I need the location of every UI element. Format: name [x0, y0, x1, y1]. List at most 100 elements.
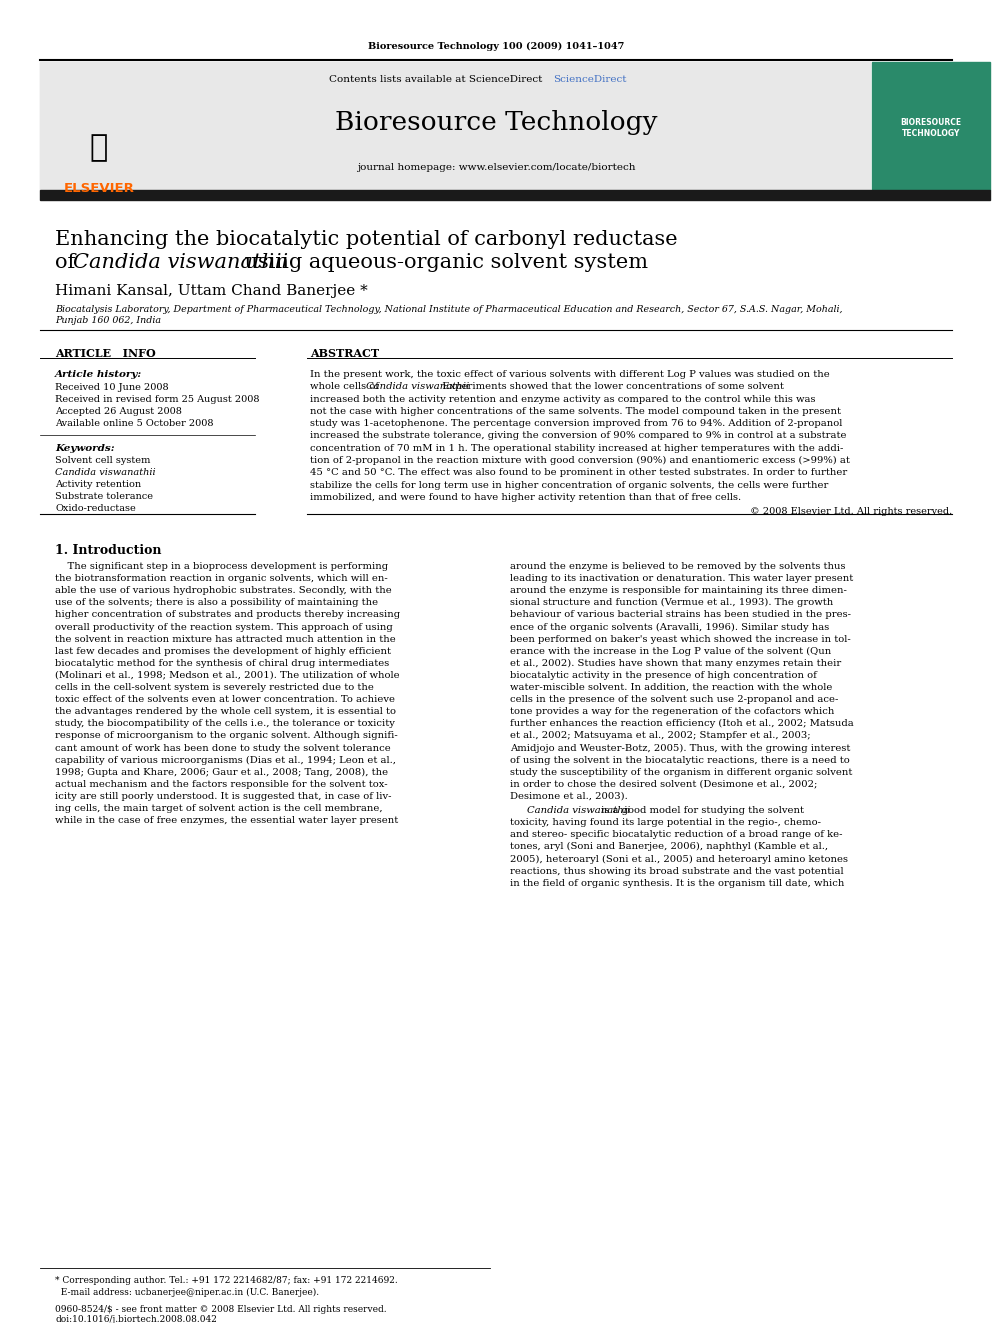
Text: higher concentration of substrates and products thereby increasing: higher concentration of substrates and p…	[55, 610, 400, 619]
Text: Activity retention: Activity retention	[55, 480, 141, 490]
Text: study, the biocompatibility of the cells i.e., the tolerance or toxicity: study, the biocompatibility of the cells…	[55, 720, 395, 728]
Text: Bioresource Technology: Bioresource Technology	[334, 110, 658, 135]
Text: 🌳: 🌳	[90, 134, 108, 163]
Text: concentration of 70 mM in 1 h. The operational stability increased at higher tem: concentration of 70 mM in 1 h. The opera…	[310, 443, 843, 452]
Text: ence of the organic solvents (Aravalli, 1996). Similar study has: ence of the organic solvents (Aravalli, …	[510, 623, 829, 631]
Text: overall productivity of the reaction system. This approach of using: overall productivity of the reaction sys…	[55, 623, 393, 631]
Text: © 2008 Elsevier Ltd. All rights reserved.: © 2008 Elsevier Ltd. All rights reserved…	[750, 507, 952, 516]
Text: biocatalytic activity in the presence of high concentration of: biocatalytic activity in the presence of…	[510, 671, 816, 680]
Bar	[40, 62, 870, 191]
Text: the advantages rendered by the whole cell system, it is essential to: the advantages rendered by the whole cel…	[55, 708, 396, 716]
Text: et al., 2002; Matsuyama et al., 2002; Stampfer et al., 2003;: et al., 2002; Matsuyama et al., 2002; St…	[510, 732, 810, 741]
Text: while in the case of free enzymes, the essential water layer present: while in the case of free enzymes, the e…	[55, 816, 398, 826]
Text: tones, aryl (Soni and Banerjee, 2006), naphthyl (Kamble et al.,: tones, aryl (Soni and Banerjee, 2006), n…	[510, 843, 828, 852]
Text: biocatalytic method for the synthesis of chiral drug intermediates: biocatalytic method for the synthesis of…	[55, 659, 389, 668]
Text: erance with the increase in the Log P value of the solvent (Qun: erance with the increase in the Log P va…	[510, 647, 831, 656]
Text: the solvent in reaction mixture has attracted much attention in the: the solvent in reaction mixture has attr…	[55, 635, 396, 643]
Text: water-miscible solvent. In addition, the reaction with the whole: water-miscible solvent. In addition, the…	[510, 683, 832, 692]
Text: E-mail address: ucbanerjee@niper.ac.in (U.C. Banerjee).: E-mail address: ucbanerjee@niper.ac.in (…	[55, 1289, 319, 1297]
Text: ScienceDirect: ScienceDirect	[553, 75, 627, 83]
Text: around the enzyme is responsible for maintaining its three dimen-: around the enzyme is responsible for mai…	[510, 586, 847, 595]
Text: stabilize the cells for long term use in higher concentration of organic solvent: stabilize the cells for long term use in…	[310, 480, 828, 490]
Text: study the susceptibility of the organism in different organic solvent: study the susceptibility of the organism…	[510, 767, 852, 777]
Text: last few decades and promises the development of highly efficient: last few decades and promises the develo…	[55, 647, 391, 656]
Text: journal homepage: www.elsevier.com/locate/biortech: journal homepage: www.elsevier.com/locat…	[357, 163, 635, 172]
Text: Candida viswanathii: Candida viswanathii	[73, 253, 288, 273]
Text: 1998; Gupta and Khare, 2006; Gaur et al., 2008; Tang, 2008), the: 1998; Gupta and Khare, 2006; Gaur et al.…	[55, 767, 388, 777]
Text: of: of	[55, 253, 82, 273]
Text: In the present work, the toxic effect of various solvents with different Log P v: In the present work, the toxic effect of…	[310, 370, 829, 378]
Text: tone provides a way for the regeneration of the cofactors which: tone provides a way for the regeneration…	[510, 708, 834, 716]
Text: tion of 2-propanol in the reaction mixture with good conversion (90%) and enanti: tion of 2-propanol in the reaction mixtu…	[310, 456, 850, 466]
Text: The significant step in a bioprocess development is performing: The significant step in a bioprocess dev…	[55, 562, 388, 572]
Text: Candida viswanathii: Candida viswanathii	[527, 806, 630, 815]
Text: sional structure and function (Vermue et al., 1993). The growth: sional structure and function (Vermue et…	[510, 598, 833, 607]
Text: able the use of various hydrophobic substrates. Secondly, with the: able the use of various hydrophobic subs…	[55, 586, 392, 595]
Text: cant amount of work has been done to study the solvent tolerance: cant amount of work has been done to stu…	[55, 744, 391, 753]
Text: 45 °C and 50 °C. The effect was also found to be prominent in other tested subst: 45 °C and 50 °C. The effect was also fou…	[310, 468, 847, 478]
Text: Accepted 26 August 2008: Accepted 26 August 2008	[55, 407, 182, 415]
Text: the biotransformation reaction in organic solvents, which will en-: the biotransformation reaction in organi…	[55, 574, 388, 583]
Text: et al., 2002). Studies have shown that many enzymes retain their: et al., 2002). Studies have shown that m…	[510, 659, 841, 668]
Text: in order to chose the desired solvent (Desimone et al., 2002;: in order to chose the desired solvent (D…	[510, 779, 817, 789]
Text: and stereo- specific biocatalytic reduction of a broad range of ke-: and stereo- specific biocatalytic reduct…	[510, 831, 842, 839]
Text: 0960-8524/$ - see front matter © 2008 Elsevier Ltd. All rights reserved.: 0960-8524/$ - see front matter © 2008 El…	[55, 1304, 387, 1314]
Text: ELSEVIER: ELSEVIER	[63, 183, 135, 194]
Text: Solvent cell system: Solvent cell system	[55, 456, 151, 464]
Text: further enhances the reaction efficiency (Itoh et al., 2002; Matsuda: further enhances the reaction efficiency…	[510, 720, 854, 729]
Text: response of microorganism to the organic solvent. Although signifi-: response of microorganism to the organic…	[55, 732, 398, 741]
Text: ABSTRACT: ABSTRACT	[310, 348, 379, 359]
Text: toxicity, having found its large potential in the regio-, chemo-: toxicity, having found its large potenti…	[510, 818, 821, 827]
Text: toxic effect of the solvents even at lower concentration. To achieve: toxic effect of the solvents even at low…	[55, 695, 395, 704]
Text: Punjab 160 062, India: Punjab 160 062, India	[55, 316, 161, 325]
Text: 2005), heteroaryl (Soni et al., 2005) and heteroaryl amino ketones: 2005), heteroaryl (Soni et al., 2005) an…	[510, 855, 848, 864]
Text: Keywords:: Keywords:	[55, 445, 115, 452]
Text: Enhancing the biocatalytic potential of carbonyl reductase: Enhancing the biocatalytic potential of …	[55, 230, 678, 249]
Text: in the field of organic synthesis. It is the organism till date, which: in the field of organic synthesis. It is…	[510, 878, 844, 888]
Text: Substrate tolerance: Substrate tolerance	[55, 492, 153, 501]
Text: Available online 5 October 2008: Available online 5 October 2008	[55, 419, 213, 429]
Text: Himani Kansal, Uttam Chand Banerjee *: Himani Kansal, Uttam Chand Banerjee *	[55, 284, 368, 298]
Text: Candida viswanathii: Candida viswanathii	[366, 382, 469, 392]
Text: Article history:: Article history:	[55, 370, 142, 378]
Bar	[40, 62, 158, 191]
Text: * Corresponding author. Tel.: +91 172 2214682/87; fax: +91 172 2214692.: * Corresponding author. Tel.: +91 172 22…	[55, 1275, 398, 1285]
Text: Bioresource Technology 100 (2009) 1041–1047: Bioresource Technology 100 (2009) 1041–1…	[368, 42, 624, 52]
Text: 1. Introduction: 1. Introduction	[55, 544, 162, 557]
Bar	[872, 62, 990, 191]
Text: use of the solvents; there is also a possibility of maintaining the: use of the solvents; there is also a pos…	[55, 598, 378, 607]
Text: around the enzyme is believed to be removed by the solvents thus: around the enzyme is believed to be remo…	[510, 562, 845, 572]
Text: Received 10 June 2008: Received 10 June 2008	[55, 382, 169, 392]
Text: Contents lists available at ScienceDirect: Contents lists available at ScienceDirec…	[328, 75, 546, 83]
Text: study was 1-acetophenone. The percentage conversion improved from 76 to 94%. Add: study was 1-acetophenone. The percentage…	[310, 419, 842, 429]
Text: cells in the cell-solvent system is severely restricted due to the: cells in the cell-solvent system is seve…	[55, 683, 374, 692]
Text: Desimone et al., 2003).: Desimone et al., 2003).	[510, 792, 628, 800]
Text: ARTICLE   INFO: ARTICLE INFO	[55, 348, 156, 359]
Text: cells in the presence of the solvent such use 2-propanol and ace-: cells in the presence of the solvent suc…	[510, 695, 838, 704]
Text: Oxido-reductase: Oxido-reductase	[55, 504, 136, 513]
Text: Amidjojo and Weuster-Botz, 2005). Thus, with the growing interest: Amidjojo and Weuster-Botz, 2005). Thus, …	[510, 744, 850, 753]
Text: of using the solvent in the biocatalytic reactions, there is a need to: of using the solvent in the biocatalytic…	[510, 755, 850, 765]
Text: icity are still poorly understood. It is suggested that, in case of liv-: icity are still poorly understood. It is…	[55, 792, 392, 800]
Text: reactions, thus showing its broad substrate and the vast potential: reactions, thus showing its broad substr…	[510, 867, 843, 876]
Text: actual mechanism and the factors responsible for the solvent tox-: actual mechanism and the factors respons…	[55, 779, 388, 789]
Text: been performed on baker's yeast which showed the increase in tol-: been performed on baker's yeast which sh…	[510, 635, 851, 643]
Text: using aqueous-organic solvent system: using aqueous-organic solvent system	[238, 253, 648, 273]
Text: not the case with higher concentrations of the same solvents. The model compound: not the case with higher concentrations …	[310, 407, 841, 415]
Text: leading to its inactivation or denaturation. This water layer present: leading to its inactivation or denaturat…	[510, 574, 853, 583]
Text: increased both the activity retention and enzyme activity as compared to the con: increased both the activity retention an…	[310, 394, 815, 404]
Text: behaviour of various bacterial strains has been studied in the pres-: behaviour of various bacterial strains h…	[510, 610, 851, 619]
Text: increased the substrate tolerance, giving the conversion of 90% compared to 9% i: increased the substrate tolerance, givin…	[310, 431, 846, 441]
Text: immobilized, and were found to have higher activity retention than that of free : immobilized, and were found to have high…	[310, 493, 741, 501]
Text: ing cells, the main target of solvent action is the cell membrane,: ing cells, the main target of solvent ac…	[55, 804, 383, 814]
Bar	[40, 191, 990, 200]
Text: is a good model for studying the solvent: is a good model for studying the solvent	[598, 806, 805, 815]
Text: whole cells of: whole cells of	[310, 382, 382, 392]
Text: capability of various microorganisms (Dias et al., 1994; Leon et al.,: capability of various microorganisms (Di…	[55, 755, 396, 765]
Text: (Molinari et al., 1998; Medson et al., 2001). The utilization of whole: (Molinari et al., 1998; Medson et al., 2…	[55, 671, 400, 680]
Text: doi:10.1016/j.biortech.2008.08.042: doi:10.1016/j.biortech.2008.08.042	[55, 1315, 217, 1323]
Text: Received in revised form 25 August 2008: Received in revised form 25 August 2008	[55, 396, 260, 404]
Text: BIORESOURCE
TECHNOLOGY: BIORESOURCE TECHNOLOGY	[901, 118, 961, 139]
Text: Biocatalysis Laboratory, Department of Pharmaceutical Technology, National Insti: Biocatalysis Laboratory, Department of P…	[55, 306, 842, 314]
Text: Candida viswanathii: Candida viswanathii	[55, 468, 156, 478]
